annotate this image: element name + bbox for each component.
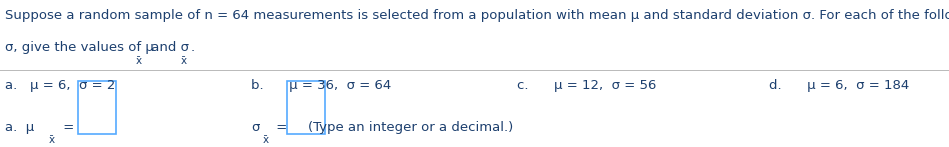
Text: c.      μ = 12,  σ = 56: c. μ = 12, σ = 56 — [517, 79, 657, 92]
Text: .: . — [191, 41, 195, 54]
Text: a.  μ: a. μ — [5, 121, 34, 133]
FancyBboxPatch shape — [78, 81, 116, 134]
FancyBboxPatch shape — [287, 81, 325, 134]
Text: x̄: x̄ — [180, 56, 187, 66]
Text: σ, give the values of μ: σ, give the values of μ — [5, 41, 154, 54]
Text: (Type an integer or a decimal.): (Type an integer or a decimal.) — [308, 121, 513, 133]
Text: b.      μ = 36,  σ = 64: b. μ = 36, σ = 64 — [251, 79, 392, 92]
Text: =: = — [272, 121, 288, 133]
Text: σ: σ — [251, 121, 260, 133]
Text: x̄: x̄ — [262, 135, 269, 145]
Text: a.   μ = 6,  σ = 2: a. μ = 6, σ = 2 — [5, 79, 115, 92]
Text: x̄: x̄ — [137, 56, 142, 66]
Text: and σ: and σ — [147, 41, 189, 54]
Text: Suppose a random sample of n = 64 measurements is selected from a population wit: Suppose a random sample of n = 64 measur… — [5, 9, 949, 22]
Text: d.      μ = 6,  σ = 184: d. μ = 6, σ = 184 — [769, 79, 909, 92]
Text: x̄: x̄ — [48, 135, 54, 145]
Text: =: = — [59, 121, 74, 133]
